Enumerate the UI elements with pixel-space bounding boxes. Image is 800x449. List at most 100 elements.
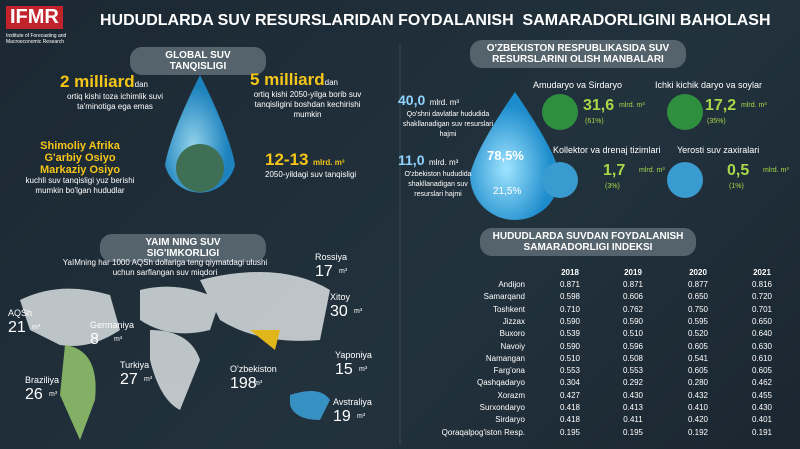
cell: 0.520	[687, 329, 709, 339]
row-label: Toshkent	[492, 304, 525, 314]
source-share: (61%)	[585, 118, 604, 125]
cell: 0.455	[751, 390, 773, 400]
source-name: Yerosti suv zaxiralari	[677, 145, 760, 155]
cell: 0.304	[559, 378, 581, 388]
cell: 0.701	[751, 304, 773, 314]
logo: IFMR	[6, 6, 63, 29]
stat-value: 5 milliard	[250, 70, 325, 89]
cell: 0.553	[559, 366, 581, 376]
column-header: 2019	[624, 268, 642, 277]
country-name: Avstraliya	[333, 397, 372, 407]
cell: 0.710	[559, 304, 581, 314]
country-value: 26	[25, 386, 43, 403]
unit: m³	[359, 366, 368, 373]
cell: 0.539	[559, 329, 581, 339]
stat-suffix: dan	[134, 80, 148, 89]
row-label: Namangan	[485, 353, 525, 363]
row-label: Buxoro	[499, 329, 525, 339]
cell: 0.871	[559, 280, 581, 289]
stat-unit: mlrd. m³	[312, 158, 345, 167]
country-value: 21	[8, 319, 26, 336]
cell: 0.462	[751, 378, 773, 388]
cell: 0.432	[687, 390, 709, 400]
country-name: Rossiya	[315, 252, 348, 262]
row-label: Xorazm	[497, 390, 525, 400]
cell: 0.595	[687, 316, 709, 326]
cell: 0.750	[687, 304, 709, 314]
cell: 0.541	[687, 353, 709, 363]
source-unit: mlrd. m³	[763, 167, 789, 174]
stat-text: ortiq kishi toza ichimlik suvi ta'minoti…	[66, 92, 164, 111]
cell: 0.195	[622, 427, 644, 437]
cell: 0.411	[623, 415, 643, 425]
text: Qo'shni davlatlar hududida shakllanadiga…	[402, 111, 494, 138]
stat-text: ortiq kishi 2050-yilga borib suv tanqisl…	[253, 90, 362, 119]
source-value: 31,6	[583, 97, 615, 114]
country-value: 8	[90, 331, 99, 348]
section-title: GLOBAL SUV TANQISLIGI	[130, 47, 266, 75]
cell: 0.413	[622, 403, 644, 412]
country-value: 30	[330, 303, 348, 320]
cell: 0.590	[622, 316, 644, 326]
cell: 0.418	[559, 415, 581, 425]
value: 11,0	[398, 152, 425, 168]
cell: 0.510	[622, 329, 644, 339]
cell: 0.610	[751, 353, 773, 363]
source-unit: mlrd. m³	[639, 167, 665, 174]
cell: 0.605	[687, 366, 709, 376]
value: 40,0	[398, 92, 426, 108]
stat-suffix: dan	[324, 78, 338, 87]
unit: m³	[357, 413, 366, 420]
row-label: Sirdaryo	[495, 415, 525, 425]
country-name: Turkiya	[120, 360, 150, 370]
cell: 0.401	[751, 415, 773, 425]
source-name: Ichki kichik daryo va soylar	[655, 80, 763, 90]
source-value: 0,5	[727, 162, 750, 179]
text: O'zbekiston hududida shakllanadigan suv …	[404, 171, 472, 198]
cell: 0.418	[559, 403, 581, 412]
cell: 0.420	[687, 415, 709, 425]
cell: 0.510	[559, 353, 581, 363]
unit: mlrd. m³	[428, 158, 459, 167]
row-label: Qoraqalpog'iston Resp.	[441, 427, 525, 437]
row-label: Andijon	[498, 280, 525, 289]
cell: 0.650	[687, 292, 709, 302]
row-label: Navoiy	[500, 341, 525, 351]
source-unit: mlrd. m³	[619, 102, 645, 109]
source-name: Amudaryo va Sirdaryo	[533, 80, 623, 90]
country-name: O'zbekiston	[230, 364, 277, 374]
cell: 0.606	[622, 292, 644, 302]
cell: 0.280	[687, 378, 709, 388]
unit: m³	[144, 376, 153, 383]
unit: m³	[114, 336, 123, 343]
row-label: Samarqand	[483, 292, 525, 302]
column-header: 2021	[753, 268, 771, 277]
cell: 0.650	[751, 316, 773, 326]
share: 78,5%	[487, 148, 524, 163]
row-label: Jizzax	[502, 316, 525, 326]
stat: 12-13 mlrd. m³ 2050-yildagi suv tanqislig…	[265, 150, 385, 180]
cell: 0.720	[751, 292, 773, 302]
country-value: 19	[333, 408, 351, 425]
source-share: (35%)	[707, 118, 726, 125]
cell: 0.630	[751, 341, 773, 351]
country-name: Yaponiya	[335, 350, 372, 360]
unit: m³	[49, 391, 58, 398]
cell: 0.292	[622, 378, 644, 388]
cell: 0.590	[559, 341, 581, 351]
row-label: Qashqadaryo	[476, 378, 525, 388]
unit: m³	[339, 268, 348, 275]
cell: 0.605	[687, 341, 709, 351]
source-internal: 11,0 mlrd. m³ O'zbekiston hududida shakll…	[398, 152, 478, 200]
cell: 0.508	[622, 353, 644, 363]
cell: 0.816	[751, 280, 773, 289]
cell: 0.596	[622, 341, 644, 351]
cell: 0.640	[751, 329, 773, 339]
unit: mlrd. m³	[429, 98, 460, 107]
cell: 0.195	[559, 427, 581, 437]
cell: 0.553	[622, 366, 644, 376]
cell: 0.430	[751, 403, 773, 412]
source-share: (1%)	[729, 183, 744, 190]
